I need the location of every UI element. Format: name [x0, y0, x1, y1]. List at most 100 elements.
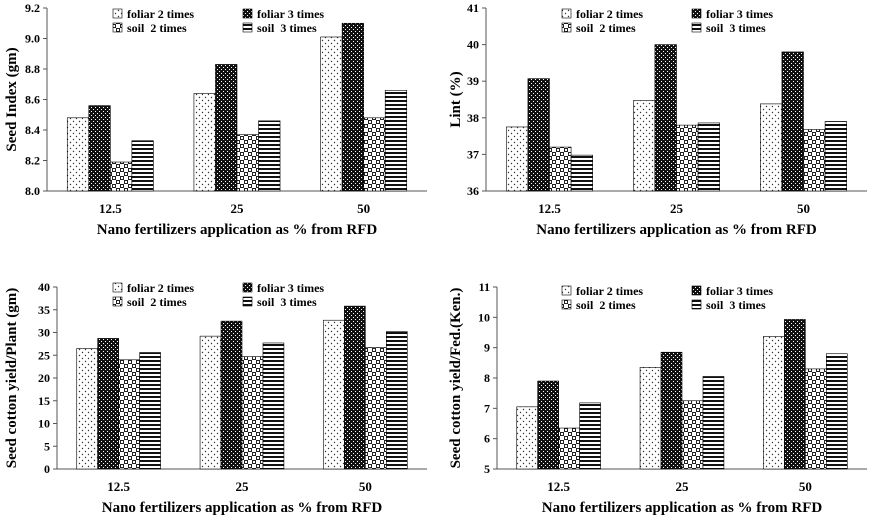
y-tick-label: 30 [38, 326, 50, 340]
bar-soil-2-times-50 [365, 347, 387, 470]
legend-swatch [561, 285, 572, 296]
y-axis-title: Seed cotton yield/Plant (gm) [4, 288, 20, 468]
legend-swatch [112, 296, 123, 307]
legend-swatch [691, 22, 702, 33]
x-tick-label: 50 [797, 201, 810, 216]
y-tick-label: 40 [467, 38, 479, 52]
legend-label: foliar 2 times [576, 284, 643, 298]
bar-foliar-2-times-25 [639, 367, 662, 470]
bar-foliar-2-times-25 [199, 335, 222, 470]
bar-soil-2-times-50 [805, 368, 827, 470]
bar-soil-3-times-50 [385, 331, 408, 470]
bar-soil-3-times-25 [258, 120, 281, 192]
legend-swatch [561, 8, 572, 19]
x-tick-label: 12.5 [107, 479, 130, 494]
y-tick-label: 35 [38, 303, 50, 317]
bar-soil-3-times-25 [262, 342, 285, 470]
y-tick-label: 15 [38, 394, 50, 408]
legend-label: foliar 2 times [127, 7, 194, 21]
bar-foliar-2-times-25 [193, 93, 216, 192]
legend-label: soil 3 times [257, 21, 317, 35]
y-tick-label: 8.6 [25, 93, 40, 107]
y-tick-label: 9 [484, 341, 490, 355]
y-tick-label: 7 [484, 401, 490, 415]
legend-label: soil 2 times [127, 295, 187, 309]
x-tick-label: 25 [231, 201, 245, 216]
legend-swatch [242, 22, 253, 33]
bar-foliar-3-times-50 [784, 319, 806, 470]
bar-soil-2-times-25 [241, 356, 264, 470]
y-axis-title: Seed cotton yield/Fed.(Ken.) [448, 288, 464, 469]
legend-label: foliar 3 times [706, 7, 773, 21]
bar-foliar-2-times-12.5 [506, 126, 529, 192]
x-tick-label: 12.5 [99, 201, 122, 216]
y-tick-label: 10 [38, 417, 50, 431]
y-tick-label: 37 [467, 147, 479, 161]
x-axis-title: Nano fertilizers application as % from R… [102, 500, 383, 516]
bar-soil-2-times-25 [236, 134, 259, 192]
y-tick-label: 20 [38, 371, 50, 385]
bar-foliar-3-times-50 [341, 22, 364, 192]
y-tick-label: 9.0 [25, 32, 40, 46]
legend-swatch [561, 299, 572, 310]
legend-label: foliar 2 times [576, 7, 643, 21]
bar-foliar-2-times-25 [633, 100, 656, 192]
bar-foliar-3-times-25 [220, 320, 243, 470]
y-tick-label: 9.2 [25, 1, 40, 15]
legend-label: soil 3 times [257, 295, 317, 309]
legend-label: soil 3 times [706, 21, 766, 35]
legend-label: soil 2 times [576, 298, 636, 312]
y-tick-label: 8.0 [25, 184, 40, 198]
bar-foliar-3-times-12.5 [537, 380, 559, 470]
bar-soil-3-times-12.5 [139, 352, 161, 470]
legend-swatch [242, 296, 253, 307]
x-tick-label: 12.5 [547, 479, 570, 494]
x-axis-title: Nano fertilizers application as % from R… [536, 222, 817, 238]
chart-seed-cotton-yield-plant: 0 5 10 15 20 25 30 35 40 12.5 25 50 Seed cotton yiel… [4, 280, 427, 516]
bar-soil-3-times-50 [824, 121, 847, 192]
y-tick-label: 8.8 [25, 62, 40, 76]
x-axis-title: Nano fertilizers application as % from R… [97, 222, 378, 238]
legend-label: soil 2 times [576, 21, 636, 35]
bar-foliar-3-times-25 [660, 351, 683, 470]
bar-soil-3-times-12.5 [570, 154, 593, 192]
bar-soil-2-times-12.5 [558, 427, 580, 470]
y-axis-title: Lint (%) [448, 71, 464, 127]
bar-soil-3-times-12.5 [131, 140, 154, 192]
bar-foliar-3-times-12.5 [527, 78, 550, 192]
legend-label: soil 2 times [127, 21, 187, 35]
x-tick-label: 25 [676, 479, 690, 494]
legend-label: foliar 3 times [257, 281, 324, 295]
y-tick-label: 6 [484, 432, 490, 446]
y-tick-label: 25 [38, 348, 50, 362]
legend-swatch [242, 8, 253, 19]
bar-foliar-3-times-50 [781, 51, 804, 192]
y-tick-label: 8 [484, 371, 490, 385]
y-tick-label: 0 [44, 462, 50, 476]
bar-foliar-2-times-50 [760, 103, 783, 192]
y-tick-label: 36 [467, 184, 479, 198]
bar-foliar-3-times-25 [215, 64, 238, 192]
bar-foliar-3-times-50 [344, 305, 366, 470]
bar-foliar-2-times-12.5 [66, 117, 90, 192]
legend-label: foliar 3 times [257, 7, 324, 21]
bar-foliar-2-times-50 [323, 319, 345, 470]
bar-foliar-3-times-12.5 [88, 105, 111, 192]
chart-seed-cotton-yield-fed: 5 6 7 8 9 10 11 12.5 25 50 Seed cotton yield/Fed.(… [448, 280, 867, 516]
y-tick-label: 8.4 [25, 123, 40, 137]
bar-soil-2-times-12.5 [118, 359, 140, 470]
bar-soil-3-times-12.5 [579, 402, 601, 470]
legend-swatch [242, 282, 253, 293]
bar-soil-3-times-50 [384, 90, 408, 192]
y-tick-label: 40 [38, 280, 50, 294]
legend-swatch [112, 8, 123, 19]
legend-label: foliar 2 times [127, 281, 194, 295]
y-tick-label: 41 [467, 1, 479, 15]
y-tick-label: 5 [44, 439, 50, 453]
bar-foliar-2-times-50 [320, 36, 343, 192]
x-tick-label: 25 [670, 201, 684, 216]
legend-swatch [561, 22, 572, 33]
y-tick-label: 38 [467, 111, 479, 125]
y-tick-label: 39 [467, 74, 479, 88]
legend-swatch [691, 285, 702, 296]
